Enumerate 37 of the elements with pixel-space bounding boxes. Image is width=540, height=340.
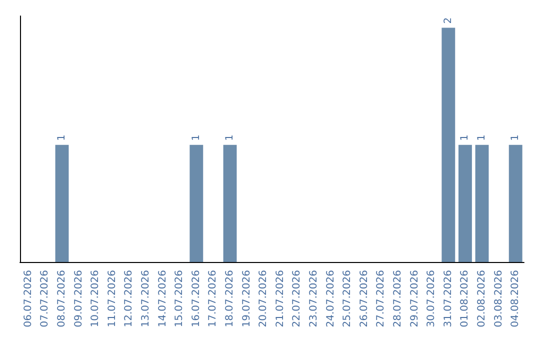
- data-label: 1: [476, 134, 488, 141]
- data-label: 2: [442, 17, 454, 24]
- x-tick-label: 20.07.2026: [258, 270, 270, 328]
- x-tick-label: 15.07.2026: [174, 270, 186, 328]
- x-tick-label: 07.07.2026: [40, 270, 51, 328]
- x-tick-label: 26.07.2026: [358, 270, 370, 328]
- x-tick-label: 06.07.2026: [22, 270, 34, 328]
- data-label: 1: [190, 134, 202, 141]
- x-tick-label: 16.07.2026: [190, 270, 202, 328]
- x-tick-label: 24.07.2026: [325, 270, 336, 328]
- data-label: 1: [56, 134, 68, 141]
- x-tick-label: 23.07.2026: [308, 270, 320, 328]
- x-tick-label: 22.07.2026: [292, 270, 303, 328]
- x-tick-label: 03.08.2026: [493, 270, 504, 328]
- x-tick-label: 19.07.2026: [241, 270, 252, 328]
- x-tick-label: 18.07.2026: [224, 270, 236, 328]
- x-tick-label: 13.07.2026: [140, 270, 152, 328]
- data-label: 1: [460, 134, 471, 141]
- x-tick-label: 09.07.2026: [73, 270, 84, 328]
- x-tick-label: 21.07.2026: [274, 270, 286, 328]
- x-tick-label: 01.08.2026: [460, 270, 471, 328]
- x-tick-label: 28.07.2026: [392, 270, 404, 328]
- x-tick-label: 17.07.2026: [208, 270, 219, 328]
- x-tick-label: 10.07.2026: [90, 270, 102, 328]
- x-tick-label: 29.07.2026: [409, 270, 420, 328]
- x-tick-label: 12.07.2026: [124, 270, 135, 328]
- x-tick-label: 30.07.2026: [426, 270, 438, 328]
- x-tick-label: 27.07.2026: [376, 270, 387, 328]
- x-tick-label: 02.08.2026: [476, 270, 488, 328]
- x-tick-label: 04.08.2026: [510, 270, 522, 328]
- x-tick-label: 14.07.2026: [157, 270, 168, 328]
- x-tick-label: 11.07.2026: [106, 270, 118, 328]
- data-label: 1: [224, 134, 236, 141]
- x-tick-label: 08.07.2026: [56, 270, 68, 328]
- x-tick-label: 31.07.2026: [442, 270, 454, 328]
- data-label: 1: [510, 134, 522, 141]
- x-tick-label: 25.07.2026: [342, 270, 354, 328]
